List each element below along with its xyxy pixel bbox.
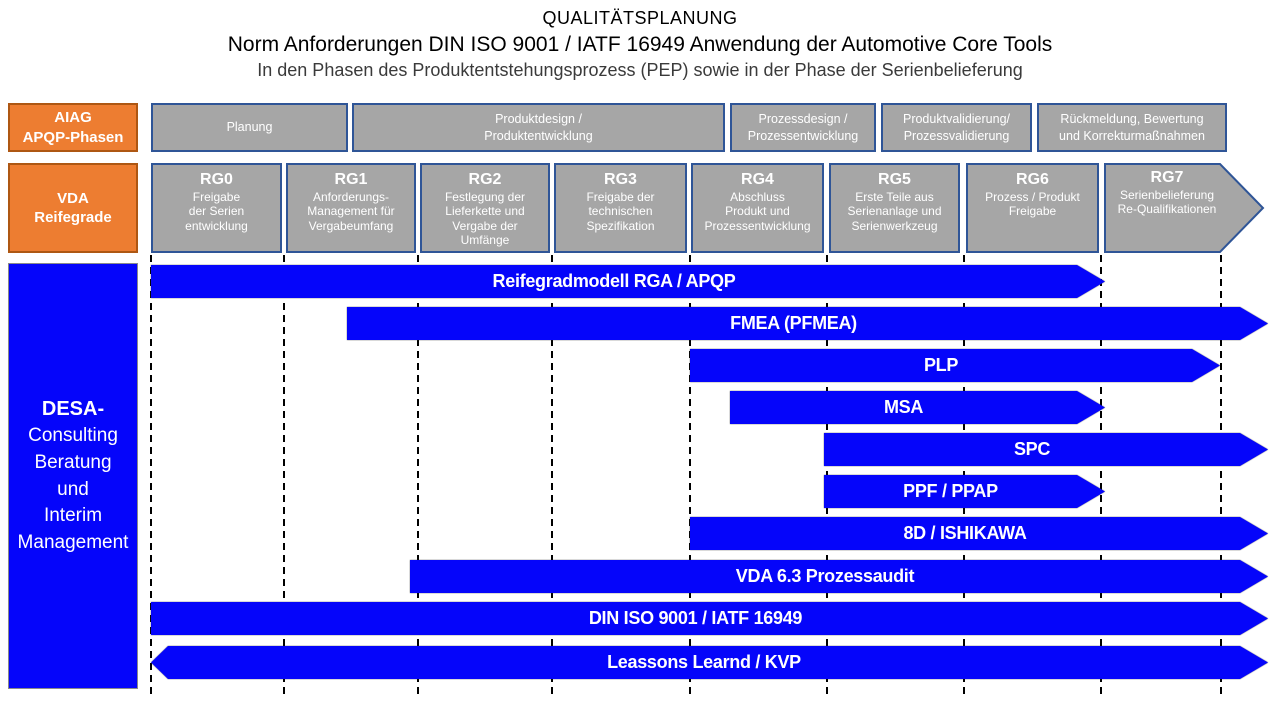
rg1-code: RG1 xyxy=(334,171,368,188)
arrow-shape xyxy=(824,475,1105,508)
rg2-box: RG2 Festlegung der Lieferkette und Verga… xyxy=(420,163,550,253)
phase-divider xyxy=(689,255,691,697)
rg4-desc: Abschluss Produkt und Prozessentwicklung xyxy=(704,190,811,233)
arrow-shape xyxy=(151,602,1268,635)
phase-divider xyxy=(417,255,419,697)
rg6-box: RG6 Prozess / Produkt Freigabe xyxy=(966,163,1099,253)
tool-arrow-din-iso: DIN ISO 9001 / IATF 16949 xyxy=(151,602,1268,635)
rg4-box: RG4 Abschluss Produkt und Prozessentwick… xyxy=(691,163,824,253)
phase-divider xyxy=(551,255,553,697)
arrow-shape xyxy=(690,349,1220,382)
phase-produktdesign: Produktdesign / Produktentwicklung xyxy=(352,103,725,152)
phase-divider xyxy=(150,255,152,697)
tool-arrow-8d-ishikawa: 8D / ISHIKAWA xyxy=(690,517,1268,550)
arrow-shape xyxy=(151,265,1105,298)
rg3-code: RG3 xyxy=(604,171,637,188)
rg0-desc: Freigabe der Serien entwicklung xyxy=(185,190,248,233)
tool-label: Leassons Learnd / KVP xyxy=(607,652,801,672)
rg0-code: RG0 xyxy=(200,171,233,188)
rg7-desc: Serienbelieferung Re-Qualifikationen xyxy=(1117,188,1217,217)
arrow-shape xyxy=(690,517,1268,550)
tool-arrow-reifegradmodell: Reifegradmodell RGA / APQP xyxy=(151,265,1105,298)
phase-divider xyxy=(1220,255,1222,697)
vda-row-header: VDA Reifegrade xyxy=(8,163,138,253)
phase-divider xyxy=(1100,255,1102,697)
desa-consulting-box: DESA- Consulting Beratung und Interim Ma… xyxy=(8,263,138,689)
header: QUALITÄTSPLANUNG Norm Anforderungen DIN … xyxy=(0,8,1280,81)
tool-label: 8D / ISHIKAWA xyxy=(903,523,1027,543)
tool-label: VDA 6.3 Prozessaudit xyxy=(735,566,915,586)
phase-rueckmeldung: Rückmeldung, Bewertung und Korrekturmaßn… xyxy=(1037,103,1227,152)
tool-label: DIN ISO 9001 / IATF 16949 xyxy=(588,608,803,628)
rg5-code: RG5 xyxy=(878,171,911,188)
desa-services: Consulting Beratung und Interim Manageme… xyxy=(17,424,129,554)
arrow-shape xyxy=(824,433,1268,466)
rg6-code: RG6 xyxy=(1016,171,1049,188)
arrow-shape xyxy=(730,391,1105,424)
rg0-box: RG0 Freigabe der Serien entwicklung xyxy=(151,163,282,253)
tool-arrow-plp: PLP xyxy=(690,349,1220,382)
tool-label: MSA xyxy=(883,397,924,417)
tool-arrow-ppf-ppap: PPF / PPAP xyxy=(824,475,1105,508)
tool-label: SPC xyxy=(1013,439,1051,459)
rg6-desc: Prozess / Produkt Freigabe xyxy=(985,190,1080,219)
rg2-code: RG2 xyxy=(468,171,502,188)
rg4-code: RG4 xyxy=(741,171,774,188)
apqp-row-header: AIAG APQP-Phasen xyxy=(8,103,138,152)
phase-produktvalidierung: Produktvalidierung/ Prozessvalidierung xyxy=(881,103,1032,152)
arrow-shape xyxy=(151,646,1268,679)
rg7-code: RG7 xyxy=(1150,169,1184,186)
rg1-desc: Anforderungs- Management für Vergabeumfa… xyxy=(307,190,395,233)
rg3-desc: Freigabe der technischen Spezifikation xyxy=(586,190,655,233)
rg1-box: RG1 Anforderungs- Management für Vergabe… xyxy=(286,163,416,253)
rg3-box: RG3 Freigabe der technischen Spezifikati… xyxy=(554,163,687,253)
arrow-shape xyxy=(410,560,1268,593)
phase-planung: Planung xyxy=(151,103,348,152)
arrow-shape xyxy=(347,307,1268,340)
tool-arrow-lessons-learned: Leassons Learnd / KVP xyxy=(151,646,1268,679)
tool-label: Reifegradmodell RGA / APQP xyxy=(492,271,736,291)
rg5-desc: Erste Teile aus Serienanlage und Serienw… xyxy=(847,190,942,233)
phase-divider xyxy=(283,255,285,697)
rg7-box: RG7 Serienbelieferung Re-Qualifikationen xyxy=(1104,163,1265,253)
tool-arrow-vda63: VDA 6.3 Prozessaudit xyxy=(410,560,1268,593)
page-subtitle-2: In den Phasen des Produktentstehungsproz… xyxy=(257,60,1023,80)
phase-prozessdesign: Prozessdesign / Prozessentwicklung xyxy=(730,103,876,152)
tool-label: PLP xyxy=(923,355,959,375)
page-title: QUALITÄTSPLANUNG xyxy=(542,8,738,28)
page-subtitle: Norm Anforderungen DIN ISO 9001 / IATF 1… xyxy=(227,33,1053,56)
tool-arrow-spc: SPC xyxy=(824,433,1268,466)
tool-label: FMEA (PFMEA) xyxy=(730,313,857,333)
tool-arrow-fmea: FMEA (PFMEA) xyxy=(347,307,1268,340)
rg7-arrow-shape xyxy=(1104,163,1265,253)
desa-brand: DESA- xyxy=(41,397,105,420)
rg2-desc: Festlegung der Lieferkette und Vergabe d… xyxy=(444,190,526,248)
tool-label: PPF / PPAP xyxy=(903,481,998,501)
rg5-box: RG5 Erste Teile aus Serienanlage und Ser… xyxy=(829,163,960,253)
tool-arrow-msa: MSA xyxy=(730,391,1105,424)
